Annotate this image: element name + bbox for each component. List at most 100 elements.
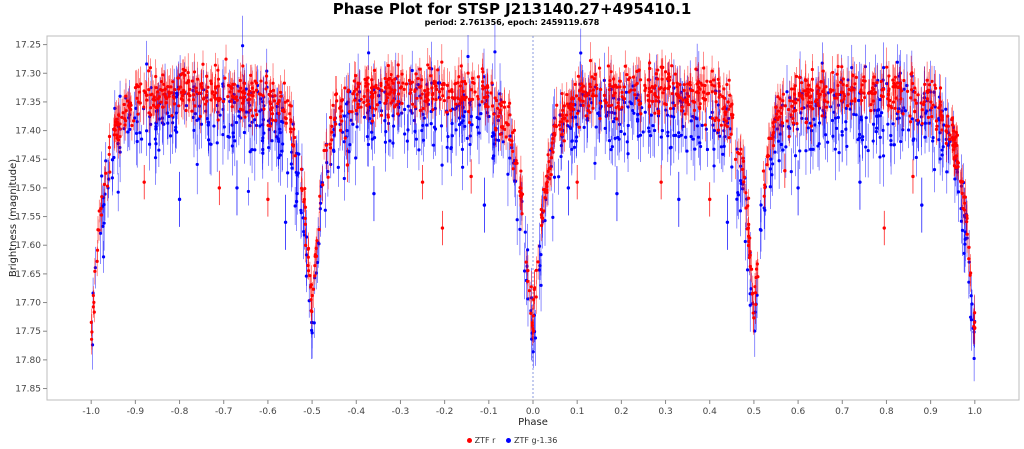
data-point xyxy=(297,152,301,156)
data-point xyxy=(126,104,131,108)
data-point xyxy=(440,87,444,91)
data-point xyxy=(844,120,848,124)
data-point xyxy=(632,111,636,115)
data-point xyxy=(159,79,164,84)
data-point xyxy=(953,141,957,145)
data-point xyxy=(931,139,935,143)
data-point xyxy=(781,99,785,103)
data-point xyxy=(246,189,251,194)
data-point xyxy=(646,78,650,82)
data-point xyxy=(306,247,310,251)
data-point xyxy=(403,132,407,136)
x-tick-label: 0.6 xyxy=(791,407,806,417)
data-point xyxy=(937,117,941,121)
data-point xyxy=(93,269,97,273)
data-point xyxy=(231,82,235,86)
data-point xyxy=(426,63,430,67)
data-point xyxy=(899,139,903,144)
data-point xyxy=(266,119,271,123)
data-point xyxy=(215,141,219,145)
data-point xyxy=(591,106,595,110)
data-point xyxy=(927,88,931,92)
data-point xyxy=(346,90,350,94)
data-point xyxy=(491,131,495,135)
data-point xyxy=(537,268,541,272)
y-tick-label: 17.50 xyxy=(15,184,41,194)
data-point xyxy=(781,148,785,152)
data-point xyxy=(898,84,902,88)
data-point xyxy=(967,257,971,261)
data-point xyxy=(240,101,245,105)
data-point xyxy=(294,170,298,175)
data-point xyxy=(785,90,789,94)
data-point xyxy=(314,271,318,275)
data-point xyxy=(135,84,139,88)
data-point xyxy=(821,69,825,73)
data-point xyxy=(383,118,387,123)
data-point xyxy=(680,109,684,113)
data-point xyxy=(217,186,222,190)
data-point xyxy=(895,81,900,85)
data-point xyxy=(438,97,442,101)
data-point xyxy=(418,85,422,89)
x-tick-label: -0.2 xyxy=(436,407,454,417)
data-point xyxy=(471,76,475,80)
data-point xyxy=(250,81,254,85)
data-point xyxy=(845,84,849,88)
data-point xyxy=(147,111,151,115)
data-point xyxy=(408,92,412,96)
data-point xyxy=(695,117,699,121)
data-point xyxy=(515,218,519,222)
data-point xyxy=(500,126,505,130)
data-point xyxy=(191,88,195,93)
data-point xyxy=(433,80,437,85)
data-point xyxy=(594,125,598,129)
data-point xyxy=(150,92,154,96)
data-point xyxy=(462,79,467,84)
data-point xyxy=(648,90,652,94)
data-point xyxy=(251,94,255,98)
data-point xyxy=(338,106,342,110)
data-point xyxy=(226,94,230,99)
data-point xyxy=(309,309,313,313)
data-point xyxy=(192,128,196,132)
data-point xyxy=(132,119,136,123)
data-point xyxy=(234,120,239,125)
data-point xyxy=(152,95,156,99)
data-point xyxy=(912,137,916,141)
data-point xyxy=(104,159,108,163)
data-point xyxy=(345,128,349,133)
data-point xyxy=(454,102,458,106)
data-point xyxy=(913,86,917,90)
data-point xyxy=(269,89,273,94)
data-point xyxy=(541,216,545,220)
data-point xyxy=(250,86,254,90)
data-point xyxy=(270,112,275,116)
data-point xyxy=(396,63,400,67)
data-point xyxy=(615,117,619,121)
data-point xyxy=(880,111,884,115)
data-point xyxy=(449,146,453,151)
data-point xyxy=(89,337,94,341)
data-point xyxy=(420,92,424,96)
data-point xyxy=(712,78,716,82)
data-point xyxy=(266,197,270,202)
data-point xyxy=(609,148,613,152)
data-point xyxy=(901,112,905,116)
data-point xyxy=(315,239,319,243)
data-point xyxy=(356,85,360,89)
data-point xyxy=(653,128,657,133)
data-point xyxy=(886,93,890,97)
data-point xyxy=(466,71,470,75)
data-point xyxy=(264,87,268,91)
data-point xyxy=(856,138,860,142)
legend-item-ztf-r: ZTF r xyxy=(466,436,495,446)
data-point xyxy=(208,142,212,146)
data-point xyxy=(572,145,577,149)
data-point xyxy=(718,134,722,138)
data-point xyxy=(253,148,257,152)
data-point xyxy=(940,118,944,122)
data-point xyxy=(410,68,414,73)
data-point xyxy=(698,87,702,91)
x-tick-label: 0.5 xyxy=(747,407,761,417)
